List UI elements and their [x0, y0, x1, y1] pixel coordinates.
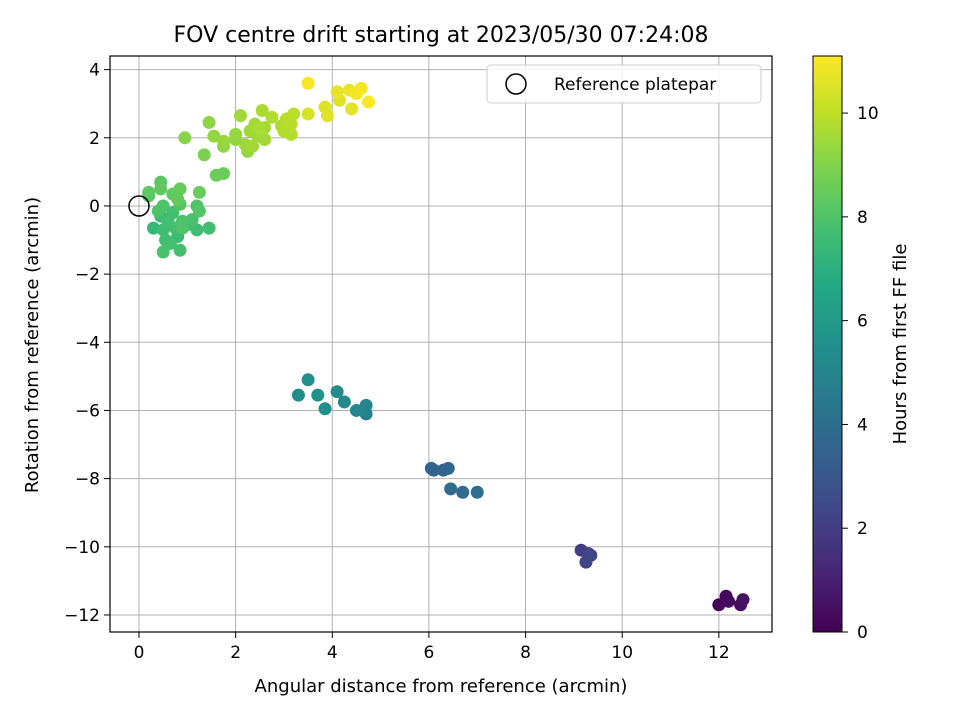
colorbar: 0 2 4 6 8 10 Hours from first FF file	[812, 55, 911, 643]
y-tick-label: −4	[75, 333, 100, 353]
data-point	[185, 213, 199, 227]
data-point	[163, 236, 177, 250]
y-tick-label: −8	[75, 470, 100, 490]
y-tick-label: 2	[89, 129, 100, 149]
data-point	[265, 110, 279, 124]
legend-label-reference: Reference platepar	[554, 75, 716, 95]
data-point	[156, 199, 170, 213]
reference-platepar-marker	[128, 195, 150, 217]
data-point	[330, 85, 344, 99]
data-point	[444, 482, 458, 496]
x-tick-label: 8	[520, 643, 531, 663]
data-point	[362, 95, 376, 109]
data-point	[301, 76, 315, 90]
x-axis-label: Angular distance from reference (arcmin)	[255, 676, 628, 697]
colorbar-label: Hours from first FF file	[890, 244, 911, 445]
data-point	[301, 107, 315, 121]
data-point	[173, 182, 187, 196]
data-point	[354, 81, 368, 95]
data-point	[253, 122, 267, 136]
colorbar-tick-label: 2	[857, 519, 868, 539]
data-point	[229, 127, 243, 141]
data-point	[359, 398, 373, 412]
legend-marker-reference	[505, 73, 527, 95]
data-point	[291, 388, 305, 402]
data-point	[190, 223, 204, 237]
data-point	[202, 221, 216, 235]
y-tick-label: −10	[64, 538, 100, 558]
colorbar-tick-label: 8	[857, 208, 868, 228]
x-axis-ticks: 0 2 4 6 8 10 12	[134, 632, 730, 663]
data-point	[217, 134, 231, 148]
y-axis-label: Rotation from reference (arcmin)	[22, 197, 43, 493]
data-point	[320, 109, 334, 123]
y-axis-ticks: −12 −10 −8 −6 −4 −2 0 2 4	[64, 61, 110, 626]
data-point	[142, 185, 156, 199]
x-tick-label: 12	[708, 643, 730, 663]
x-tick-label: 2	[230, 643, 241, 663]
colorbar-ticks: 0 2 4 6 8 10	[842, 104, 879, 643]
legend-box	[486, 64, 762, 104]
data-point	[197, 148, 211, 162]
data-point	[175, 221, 189, 235]
y-tick-label: 4	[89, 61, 100, 81]
data-point	[192, 185, 206, 199]
data-point	[258, 133, 272, 147]
plot-frame	[109, 55, 773, 633]
data-point	[246, 139, 260, 153]
data-point	[427, 463, 441, 477]
data-point	[345, 102, 359, 116]
x-tick-label: 4	[327, 643, 338, 663]
x-tick-label: 0	[134, 643, 145, 663]
data-point	[337, 395, 351, 409]
data-point	[301, 373, 315, 387]
data-point	[154, 182, 168, 196]
data-point	[584, 548, 598, 562]
colorbar-tick-label: 10	[857, 104, 879, 124]
grid-lines	[110, 56, 772, 632]
data-point	[287, 107, 301, 121]
data-point	[173, 243, 187, 257]
colorbar-tick-label: 6	[857, 312, 868, 332]
y-tick-label: 0	[89, 197, 100, 217]
data-point	[202, 115, 216, 129]
data-point	[192, 204, 206, 218]
colorbar-tick-label: 0	[857, 623, 868, 643]
data-point	[470, 485, 484, 499]
data-point	[156, 245, 170, 259]
data-point	[722, 594, 736, 608]
chart-title: FOV centre drift starting at 2023/05/30 …	[174, 23, 709, 48]
data-point	[284, 127, 298, 141]
data-point	[209, 168, 223, 182]
colorbar-tick-label: 4	[857, 415, 868, 435]
data-point	[255, 104, 269, 118]
y-tick-label: −6	[75, 401, 100, 421]
y-tick-label: −2	[75, 265, 100, 285]
data-point	[284, 117, 298, 131]
data-points	[128, 76, 750, 612]
data-point	[207, 129, 221, 143]
x-tick-label: 10	[611, 643, 633, 663]
data-point	[166, 206, 180, 220]
data-point	[441, 461, 455, 475]
data-point	[178, 131, 192, 145]
data-point	[349, 403, 363, 417]
data-point	[456, 485, 470, 499]
data-point	[330, 385, 344, 399]
data-point	[171, 192, 185, 206]
data-point	[146, 221, 160, 235]
data-point	[311, 388, 325, 402]
data-point	[318, 402, 332, 416]
colorbar-gradient	[812, 55, 843, 633]
data-point	[736, 593, 750, 607]
x-tick-label: 6	[424, 643, 435, 663]
legend: Reference platepar	[486, 64, 762, 104]
data-point	[233, 109, 247, 123]
y-tick-label: −12	[64, 606, 100, 626]
